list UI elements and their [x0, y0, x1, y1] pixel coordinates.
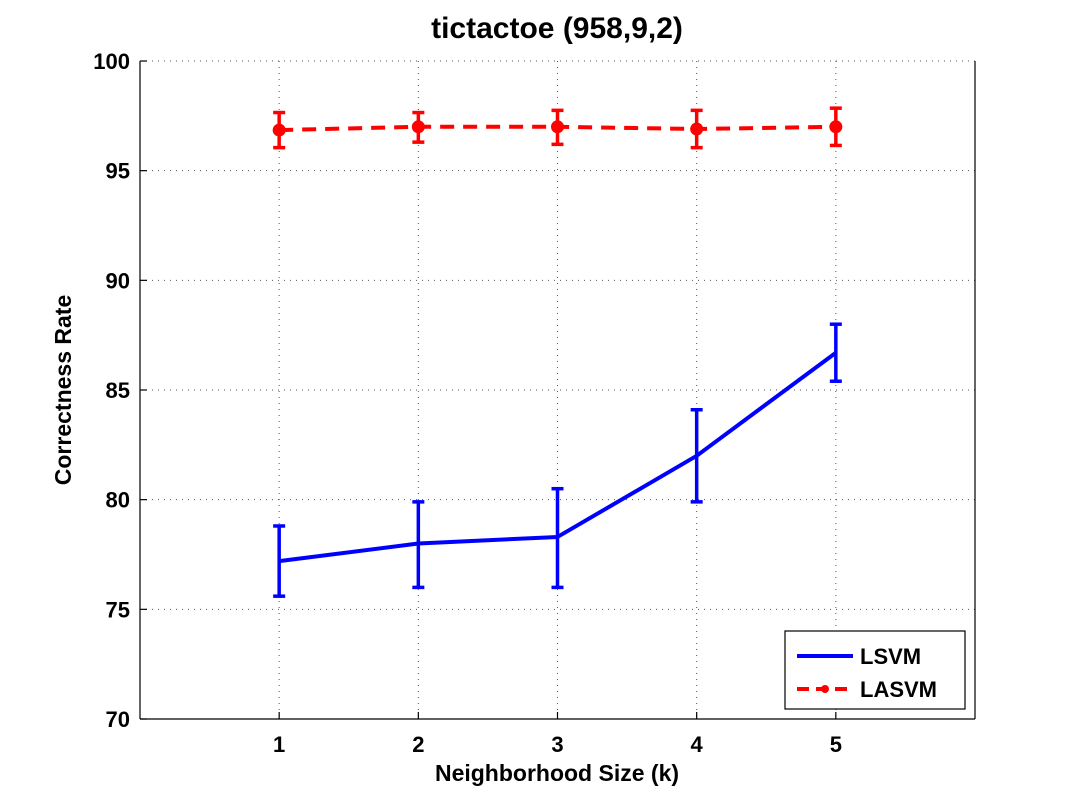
- y-tick-label: 80: [106, 488, 130, 513]
- error-bar: [690, 407, 703, 504]
- legend-marker: [821, 685, 829, 693]
- error-bar: [829, 322, 842, 383]
- y-tick-label: 95: [106, 159, 130, 184]
- x-axis-label: Neighborhood Size (k): [435, 760, 679, 786]
- legend-box: [784, 630, 966, 710]
- y-tick-label: 70: [106, 707, 130, 732]
- data-point: [829, 120, 843, 134]
- x-tick-label: 1: [273, 732, 285, 757]
- series-lsvm: [273, 322, 842, 598]
- x-tick-label: 4: [691, 732, 704, 757]
- y-tick-label: 100: [93, 49, 130, 74]
- grid-lines: [140, 60, 975, 719]
- x-tick-label: 2: [412, 732, 424, 757]
- data-point: [272, 123, 286, 137]
- y-tick-label: 90: [106, 268, 130, 293]
- chart-title: tictactoe (958,9,2): [431, 12, 683, 45]
- x-tick-label: 3: [551, 732, 563, 757]
- error-bar: [412, 500, 425, 590]
- error-bar: [273, 524, 286, 598]
- error-bar: [551, 486, 564, 590]
- data-point: [411, 120, 425, 134]
- series-lasvm: [272, 106, 843, 150]
- data-point: [690, 122, 704, 136]
- y-tick-label: 75: [106, 597, 130, 622]
- x-tick-label: 5: [830, 732, 842, 757]
- legend: LSVM LASVM: [784, 630, 966, 710]
- plot-series: [272, 106, 843, 598]
- legend-label: LASVM: [860, 677, 937, 702]
- axes: 1 2 3 4 5 70 75 80 85 90 95 100: [93, 49, 976, 757]
- y-tick-label: 85: [106, 378, 130, 403]
- y-axis-label: Correctness Rate: [50, 295, 76, 485]
- legend-label: LSVM: [860, 644, 921, 669]
- data-point: [551, 120, 564, 134]
